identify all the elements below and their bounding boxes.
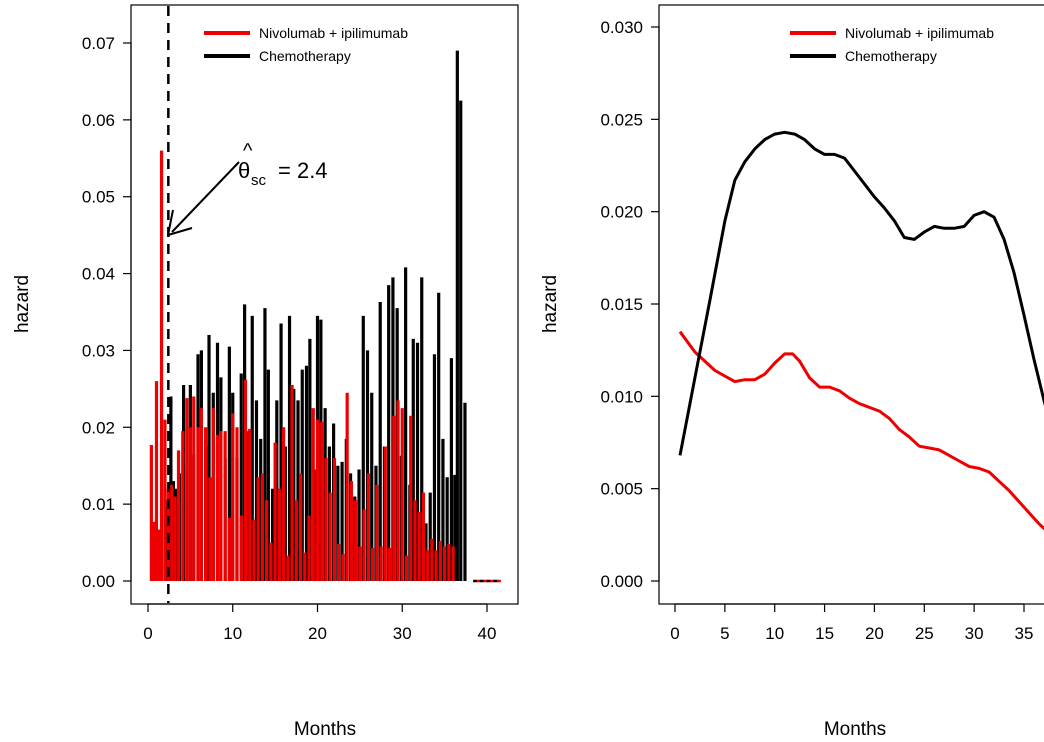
right-plot-frame bbox=[658, 4, 1044, 605]
right-y-tick-label: 0.020 bbox=[600, 203, 643, 222]
right-x-tick-label: 20 bbox=[865, 624, 884, 643]
chemotherapy-hazard-curve bbox=[678, 130, 1044, 456]
left-y-tick-label: 0.04 bbox=[82, 265, 115, 284]
left-y-tick-label: 0.02 bbox=[82, 418, 115, 437]
left-y-tick-label: 0.06 bbox=[82, 111, 115, 130]
left-x-axis: 0 10 20 30 40 bbox=[143, 603, 497, 643]
annotation-arrow bbox=[171, 161, 240, 233]
right-x-tick-label: 15 bbox=[815, 624, 834, 643]
annotation-subscript: sc bbox=[251, 172, 267, 189]
left-y-tick-label: 0.05 bbox=[82, 188, 115, 207]
right-x-tick-label: 30 bbox=[965, 624, 984, 643]
nivolumab-hazard-curve bbox=[678, 330, 1044, 531]
right-y-tick-label: 0.015 bbox=[600, 295, 643, 314]
left-y-tick-label: 0.07 bbox=[82, 34, 115, 53]
right-panel: 0 5 10 15 20 25 30 35 0.000 0.005 0.010 0.015 0.020… bbox=[540, 4, 1044, 740]
left-x-tick-label: 20 bbox=[308, 624, 327, 643]
right-y-tick-label: 0.030 bbox=[600, 18, 643, 37]
left-bars bbox=[149, 50, 501, 583]
annotation-arrowhead-1 bbox=[167, 209, 174, 236]
changepoint-annotation: ^ θ sc = 2.4 bbox=[167, 140, 328, 236]
right-y-tick-label: 0.025 bbox=[600, 110, 643, 129]
left-legend-label-nivolumab: Nivolumab + ipilimumab bbox=[259, 25, 408, 41]
left-y-tick-label: 0.01 bbox=[82, 495, 115, 514]
right-x-tick-label: 35 bbox=[1015, 624, 1034, 643]
left-y-axis-title: hazard bbox=[12, 275, 33, 333]
right-y-tick-label: 0.000 bbox=[600, 572, 643, 591]
right-x-axis-title: Months bbox=[824, 719, 886, 740]
right-x-tick-label: 5 bbox=[720, 624, 729, 643]
right-x-tick-label: 0 bbox=[670, 624, 679, 643]
left-legend-label-chemotherapy: Chemotherapy bbox=[259, 48, 351, 64]
right-legend-label-chemotherapy: Chemotherapy bbox=[845, 48, 937, 64]
right-y-axis-title: hazard bbox=[540, 275, 561, 333]
right-y-tick-label: 0.005 bbox=[600, 480, 643, 499]
left-x-tick-label: 30 bbox=[393, 624, 412, 643]
right-x-axis: 0 5 10 15 20 25 30 35 bbox=[670, 603, 1034, 643]
right-y-axis: 0.000 0.005 0.010 0.015 0.020 0.025 0.030 bbox=[600, 18, 660, 591]
right-lines bbox=[678, 130, 1044, 531]
annotation-theta: θ bbox=[238, 158, 250, 183]
left-x-tick-label: 40 bbox=[478, 624, 497, 643]
right-x-tick-label: 10 bbox=[765, 624, 784, 643]
annotation-hat: ^ bbox=[243, 140, 253, 162]
left-x-axis-title: Months bbox=[294, 719, 356, 740]
left-legend: Nivolumab + ipilimumab Chemotherapy bbox=[204, 25, 408, 64]
left-y-tick-label: 0.00 bbox=[82, 572, 115, 591]
annotation-value: = 2.4 bbox=[278, 158, 328, 183]
left-x-tick-label: 10 bbox=[223, 624, 242, 643]
left-x-tick-label: 0 bbox=[143, 624, 152, 643]
right-legend: Nivolumab + ipilimumab Chemotherapy bbox=[790, 25, 994, 64]
right-x-tick-label: 25 bbox=[915, 624, 934, 643]
right-y-tick-label: 0.010 bbox=[600, 387, 643, 406]
left-panel: 0 10 20 30 40 0.000.010.020.030.040.050.060.… bbox=[12, 4, 519, 740]
right-legend-label-nivolumab: Nivolumab + ipilimumab bbox=[845, 25, 994, 41]
left-y-axis: 0.00 0.01 0.02 0.03 0.04 0.05 0.06 0.07 bbox=[82, 34, 132, 591]
left-y-tick-label: 0.03 bbox=[82, 341, 115, 360]
annotation-arrowhead-2 bbox=[167, 227, 193, 236]
